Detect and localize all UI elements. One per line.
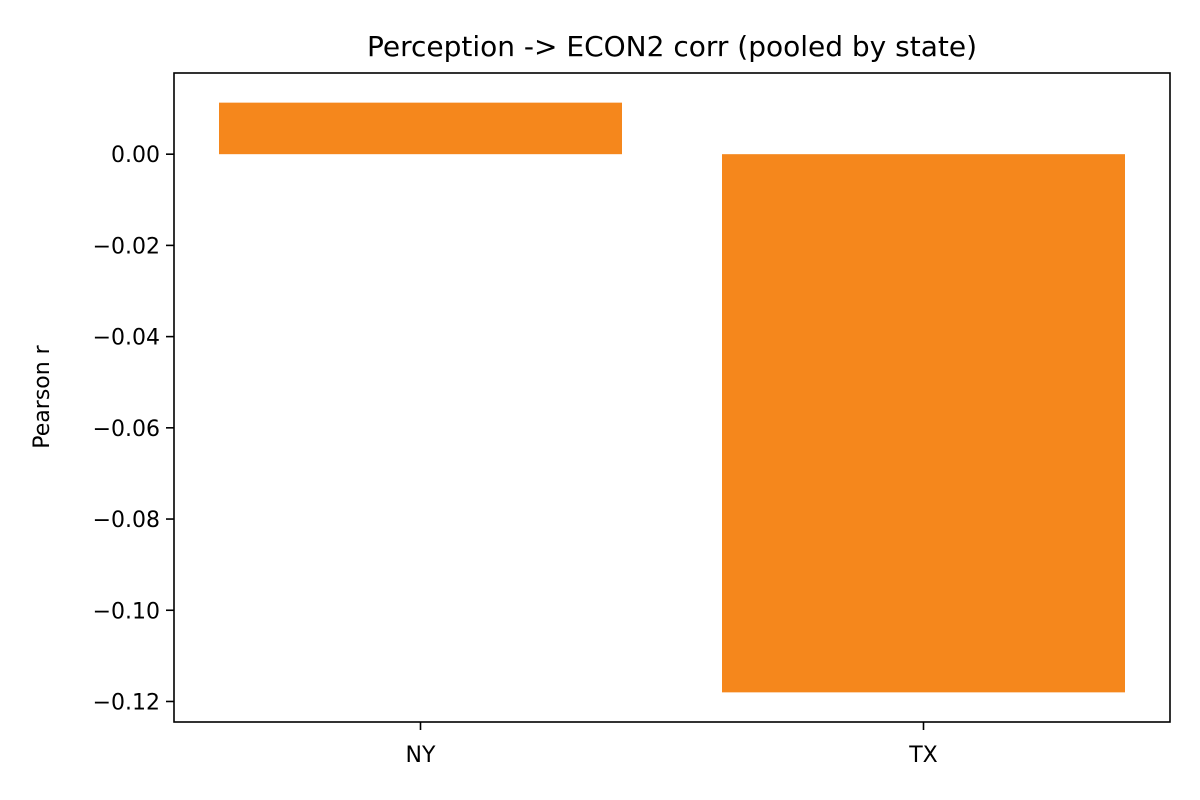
x-tick-label: TX (908, 743, 938, 768)
bar-ny (219, 102, 622, 155)
y-tick-label: 0.00 (111, 143, 160, 168)
x-axis-ticks: NY TX (406, 722, 938, 768)
y-tick-label: −0.02 (93, 234, 160, 259)
y-tick-label: −0.04 (93, 326, 160, 351)
y-axis-ticks: 0.00 −0.02 −0.04 −0.06 −0.08 −0.10 −0.12 (93, 143, 174, 715)
y-tick-label: −0.12 (93, 690, 160, 715)
y-tick-label: −0.08 (93, 508, 160, 533)
y-tick-label: −0.06 (93, 417, 160, 442)
plot-area-frame (173, 72, 1171, 723)
bars-group (219, 102, 1125, 693)
y-tick-label: −0.10 (93, 599, 160, 624)
bar-tx (722, 154, 1125, 693)
y-axis-label: Pearson r (30, 344, 55, 448)
x-tick-label: NY (406, 743, 436, 768)
chart-title: Perception -> ECON2 corr (pooled by stat… (367, 30, 977, 63)
